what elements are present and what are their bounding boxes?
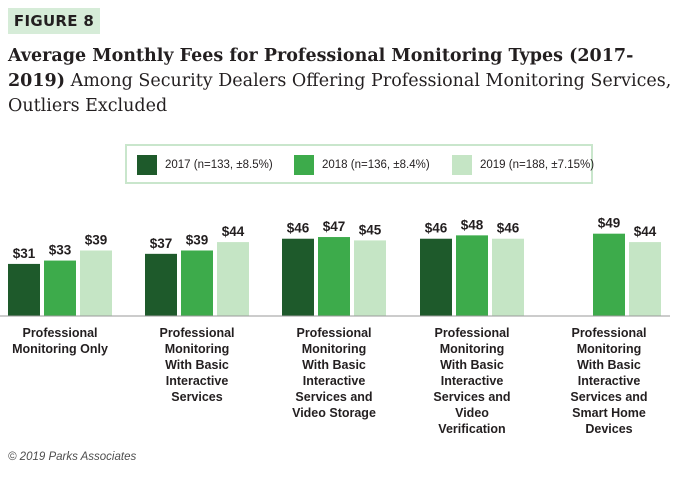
value-label-2019-cat3: $45 (359, 222, 382, 237)
category-label-line: Interactive (303, 374, 366, 388)
bar-2017-cat2 (145, 253, 177, 316)
category-label-line: Smart Home (572, 406, 646, 420)
category-label-line: Professional (434, 326, 509, 340)
value-label-2017-cat3: $46 (287, 221, 310, 236)
category-label-line: Services and (570, 390, 647, 404)
category-label-line: Monitoring (440, 342, 505, 356)
value-label-2017-cat4: $46 (425, 221, 448, 236)
title-bold: Average Monthly Fees for Professional Mo… (8, 46, 634, 91)
category-label-line: Professional (296, 326, 371, 340)
category-label-line: With Basic (302, 358, 366, 372)
category-label-line: Verification (438, 422, 505, 436)
bar-2018-cat3 (318, 237, 350, 316)
category-label-line: Interactive (578, 374, 641, 388)
legend-swatch-2019 (452, 155, 472, 175)
category-label-line: Services (171, 390, 222, 404)
value-label-2018-cat5: $49 (598, 216, 621, 231)
category-label-1: Professional Monitoring Only (12, 326, 108, 356)
category-label-line: With Basic (165, 358, 229, 372)
category-label-3: Professional Monitoring With Basic Interact… (292, 326, 376, 420)
category-label-line: Video Storage (292, 406, 376, 420)
value-label-2018-cat2: $39 (186, 232, 209, 247)
legend-item-2017: 2017 (n=133, ±8.5%) (137, 155, 273, 175)
category-label-line: Monitoring (165, 342, 230, 356)
legend-label-2019: 2019 (n=188, ±7.15%) (480, 159, 595, 171)
legend-item-2019: 2019 (n=188, ±7.15%) (452, 155, 594, 175)
category-label-2: Professional Monitoring With Basic Interact… (159, 326, 234, 404)
category-label-line: Video (455, 406, 489, 420)
value-label-2019-cat5: $44 (634, 224, 657, 239)
bar-2018-cat1 (44, 260, 76, 316)
copyright-footer: © 2019 Parks Associates (8, 451, 137, 463)
bar-2019-cat4 (492, 238, 524, 316)
category-label-4: Professional Monitoring With Basic Interact… (433, 326, 510, 436)
category-label-line: With Basic (577, 358, 641, 372)
bar-2017-cat1 (8, 263, 40, 316)
legend-label-2017: 2017 (n=133, ±8.5%) (165, 159, 273, 171)
category-label-line: Professional (22, 326, 97, 340)
bar-2018-cat5 (593, 233, 625, 316)
bar-2019-cat2 (217, 242, 249, 316)
category-label-line: Monitoring Only (12, 342, 108, 356)
chart-title: Average Monthly Fees for Professional Mo… (8, 44, 673, 119)
category-label-line: Services and (295, 390, 372, 404)
category-label-line: Devices (585, 422, 632, 436)
legend-label-2018: 2018 (n=136, ±8.4%) (322, 159, 430, 171)
value-label-2018-cat4: $48 (461, 217, 484, 232)
value-label-2019-cat1: $39 (85, 232, 108, 247)
category-label-line: Interactive (166, 374, 229, 388)
legend-swatch-2017 (137, 155, 157, 175)
category-label-line: Interactive (441, 374, 504, 388)
value-label-2017-cat2: $37 (150, 236, 173, 251)
legend-swatch-2018 (294, 155, 314, 175)
value-label-2019-cat4: $46 (497, 221, 520, 236)
value-label-2019-cat2: $44 (222, 224, 245, 239)
category-label-line: Monitoring (302, 342, 367, 356)
category-label-line: With Basic (440, 358, 504, 372)
figure-badge: FIGURE 8 (8, 8, 100, 34)
value-label-2018-cat1: $33 (49, 243, 72, 258)
category-label-5: Professional Monitoring With Basic Interact… (570, 326, 647, 436)
bar-2017-cat3 (282, 238, 314, 316)
category-label-line: Monitoring (577, 342, 642, 356)
legend-item-2018: 2018 (n=136, ±8.4%) (294, 155, 430, 175)
bar-2018-cat4 (456, 235, 488, 316)
bar-2019-cat3 (354, 240, 386, 316)
bar-2019-cat5 (629, 242, 661, 316)
bar-2019-cat1 (80, 250, 112, 316)
legend: 2017 (n=133, ±8.5%) 2018 (n=136, ±8.4%) … (125, 144, 594, 184)
value-label-2018-cat3: $47 (323, 219, 346, 234)
category-label-line: Professional (571, 326, 646, 340)
value-label-2017-cat1: $31 (13, 246, 36, 261)
category-label-line: Services and (433, 390, 510, 404)
title-subtitle: Among Security Dealers Offering Professi… (8, 71, 672, 116)
category-label-line: Professional (159, 326, 234, 340)
bar-2018-cat2 (181, 250, 213, 316)
bar-2017-cat4 (420, 238, 452, 316)
